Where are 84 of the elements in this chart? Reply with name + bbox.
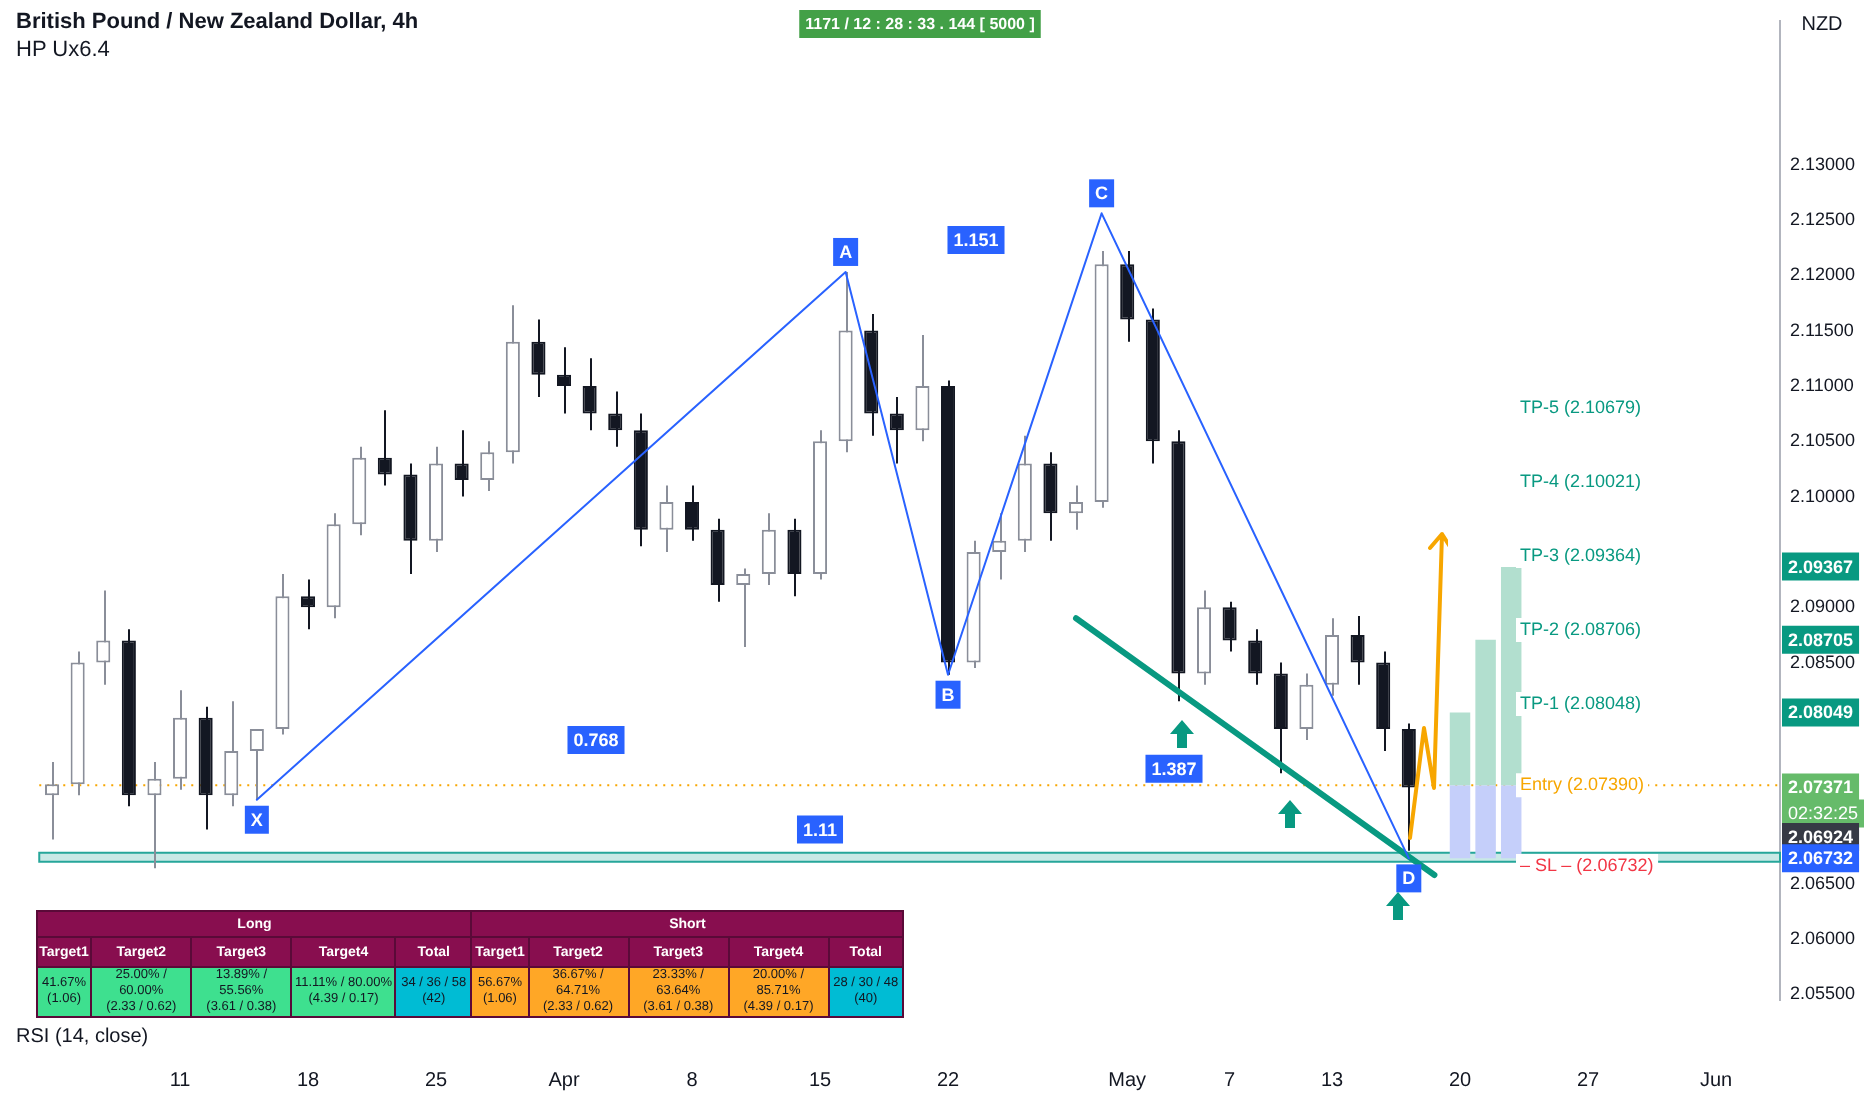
bar [1500,785,1522,859]
candlestick [531,318,546,398]
annotation: 1.11 [802,819,838,840]
candlestick [582,357,597,432]
y-axis-title: NZD [1801,13,1843,36]
bar [1475,785,1496,859]
bar [1449,712,1471,786]
y-tick-label: 2.09000 [1790,596,1856,617]
text: HP Ux6.4 [16,38,110,62]
annotation: 2.07371 [1787,777,1854,798]
y-tick-label: 2.10500 [1790,430,1856,451]
candlestick [147,761,162,870]
data-label: A [839,241,854,262]
candlestick [1222,600,1237,653]
candlestick [889,395,904,465]
y-tick-label: 2.08500 [1790,651,1856,672]
candlestick [301,578,316,631]
y-tick-label: 2.12000 [1790,264,1856,285]
annotation: 2.06732 [1787,848,1854,869]
bar [1500,566,1522,786]
candlestick [557,346,572,415]
data-label: D [1402,868,1417,889]
x-tick-label: 20 [1448,1069,1473,1092]
candlestick [787,517,802,598]
candlestick [224,700,239,808]
data-label: C [1095,183,1110,204]
annotation: TP-2 (2.08706) [1520,618,1642,639]
y-tick-label: 2.10000 [1790,485,1856,506]
y-tick-label: 2.06000 [1790,928,1856,949]
annotation: 1171 / 12 : 28 : 33 . 144 [ 5000 ] [805,15,1036,34]
x-tick-label: 22 [936,1069,961,1092]
annotation: TP-4 (2.10021) [1520,470,1642,491]
annotation: 2.06924 [1787,826,1854,847]
candlestick [608,390,623,448]
annotation: 2.08705 [1787,629,1854,650]
candlestick [1043,451,1058,542]
data-label: B [941,684,956,705]
chart-title: British Pound / New Zealand Dollar, 4h [16,10,419,34]
y-tick-label: 2.12500 [1790,208,1856,229]
x-tick-label: 13 [1320,1069,1345,1092]
text: RSI (14, close) [16,1025,149,1048]
x-tick-label: Apr [548,1069,581,1092]
candlestick [377,409,392,487]
annotation: 1.151 [953,229,999,250]
annotation: 2.09367 [1787,556,1854,577]
candlestick [45,761,60,841]
bar [1449,785,1471,859]
data-label: X [250,809,263,830]
x-tick-label: 11 [169,1069,192,1092]
x-tick-label: 8 [686,1069,699,1092]
x-tick-label: 27 [1576,1069,1600,1092]
y-tick-label: 2.11000 [1790,374,1854,395]
candlestick [915,334,930,443]
candlestick [659,484,674,553]
x-tick-label: May [1108,1069,1147,1092]
annotation: 1.387 [1151,758,1197,779]
x-tick-label: Jun [1699,1069,1733,1092]
candlestick [1299,672,1314,741]
annotation: 0.768 [573,729,619,750]
candlestick [454,429,469,498]
x-tick-label: 15 [808,1069,833,1092]
candlestick [480,440,495,493]
annotation: TP-1 (2.08048) [1520,692,1642,713]
x-tick-label: 7 [1224,1069,1237,1092]
bar [1475,639,1496,786]
y-tick-label: 2.13000 [1790,153,1856,174]
annotation: TP-3 (2.09364) [1520,544,1642,565]
y-tick-label: 2.06500 [1790,872,1856,893]
x-tick-label: 18 [296,1069,321,1092]
ref-line-label: Entry (2.07390) [1520,774,1645,795]
candlestick [761,512,776,587]
y-tick-label: 2.11500 [1790,319,1854,340]
x-tick-label: 25 [424,1069,449,1092]
annotation: – SL – (2.06732) [1520,854,1654,875]
annotation: 2.08049 [1787,702,1854,723]
candlestick [1350,615,1365,686]
y-tick-label: 2.05500 [1790,983,1856,1004]
candlestick [1324,617,1340,697]
text: 02:32:25 [1787,803,1859,824]
candlestick [1248,628,1263,686]
candlestick [685,484,700,542]
candlestick [736,567,751,649]
candlestick [992,512,1007,581]
annotation: TP-5 (2.10679) [1520,396,1642,417]
